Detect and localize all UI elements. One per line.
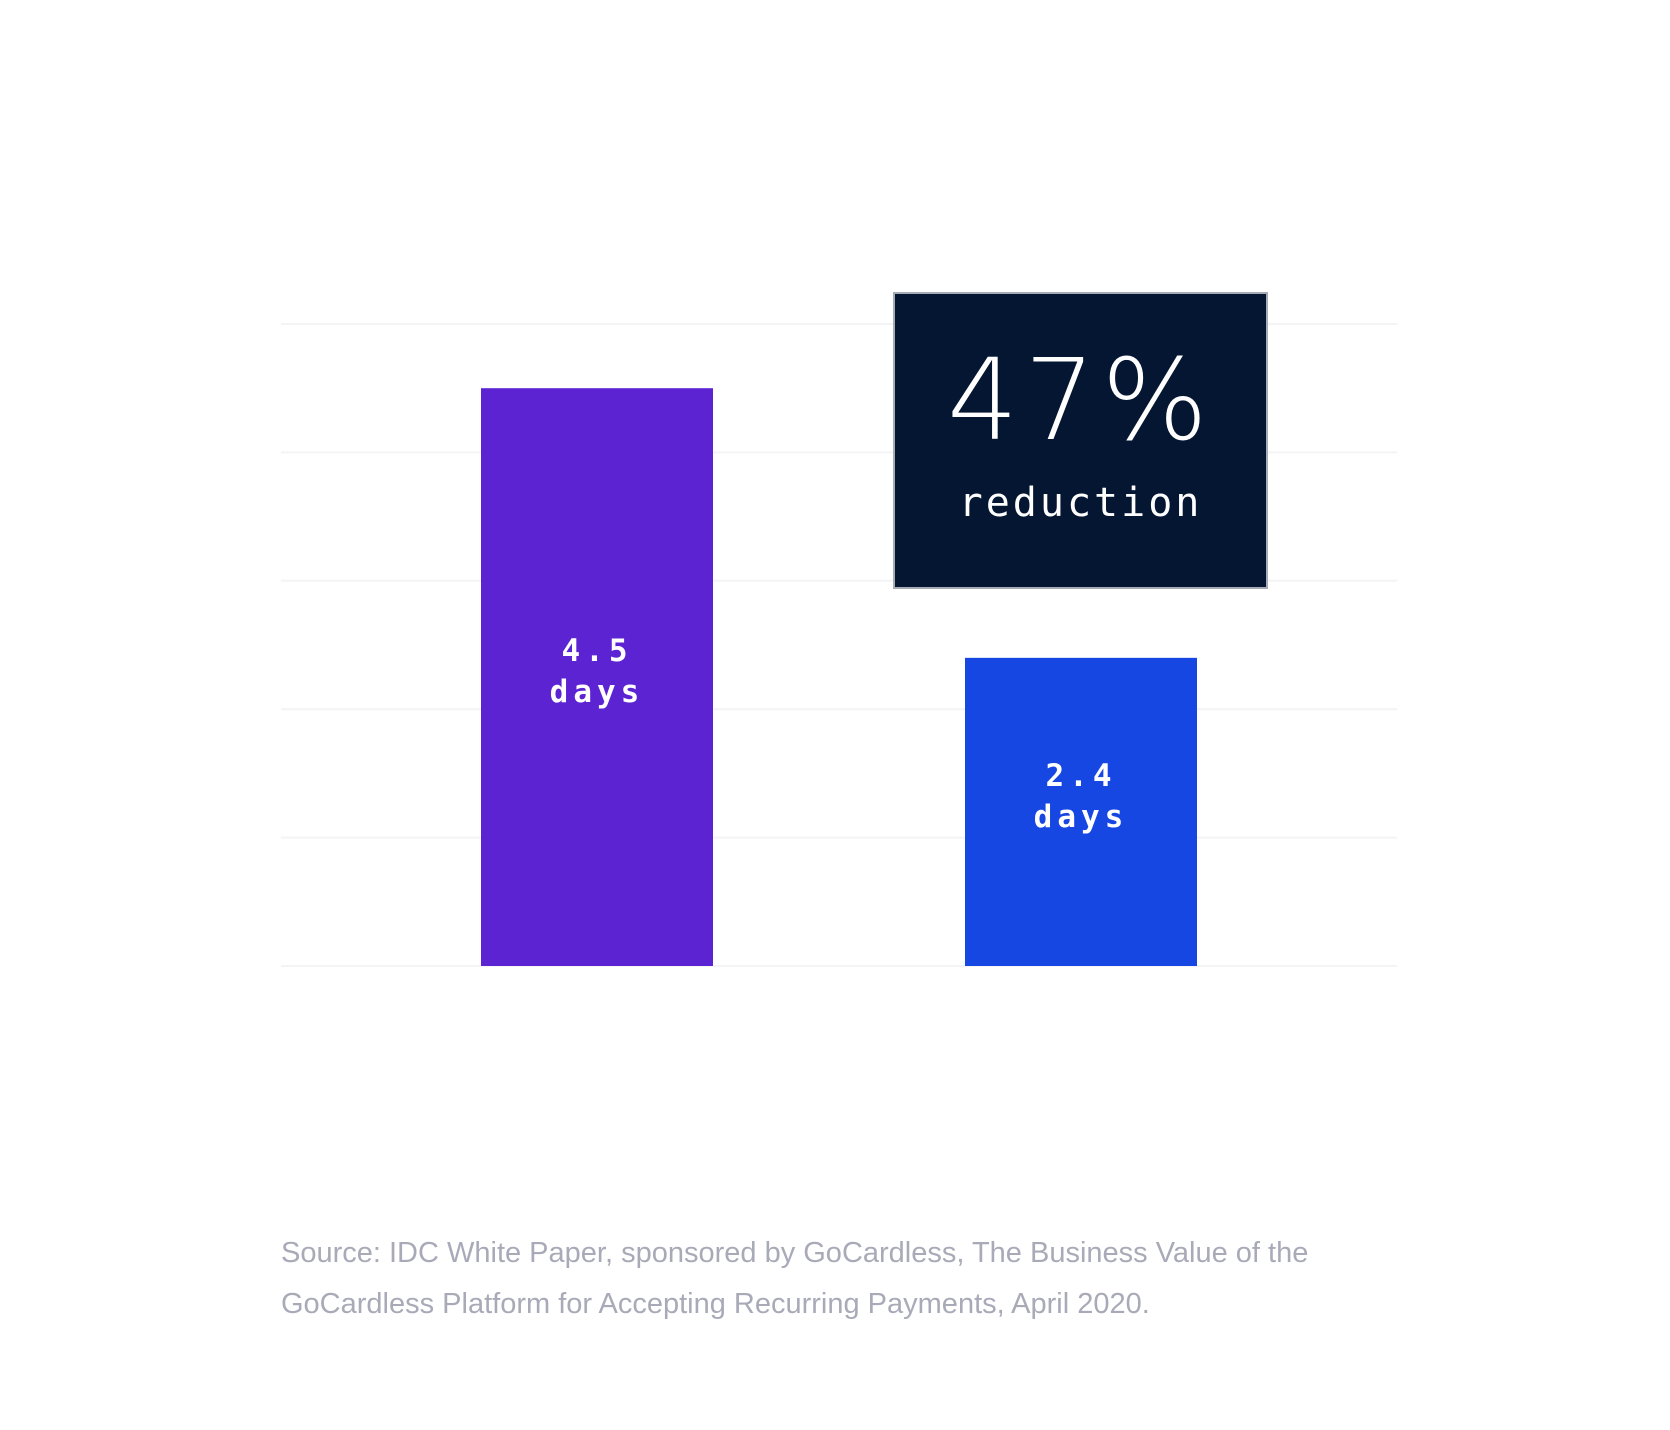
annotation-box: 47% reduction (893, 292, 1268, 589)
bar (481, 388, 713, 966)
source-note: Source: IDC White Paper, sponsored by Go… (281, 1237, 1309, 1320)
value-label: 2.4 days (1033, 758, 1129, 836)
annotation-text: reduction (958, 480, 1203, 526)
value-label: 4.5 days (549, 633, 645, 711)
bar (965, 657, 1197, 966)
annotation-headline: 47% (947, 336, 1214, 466)
